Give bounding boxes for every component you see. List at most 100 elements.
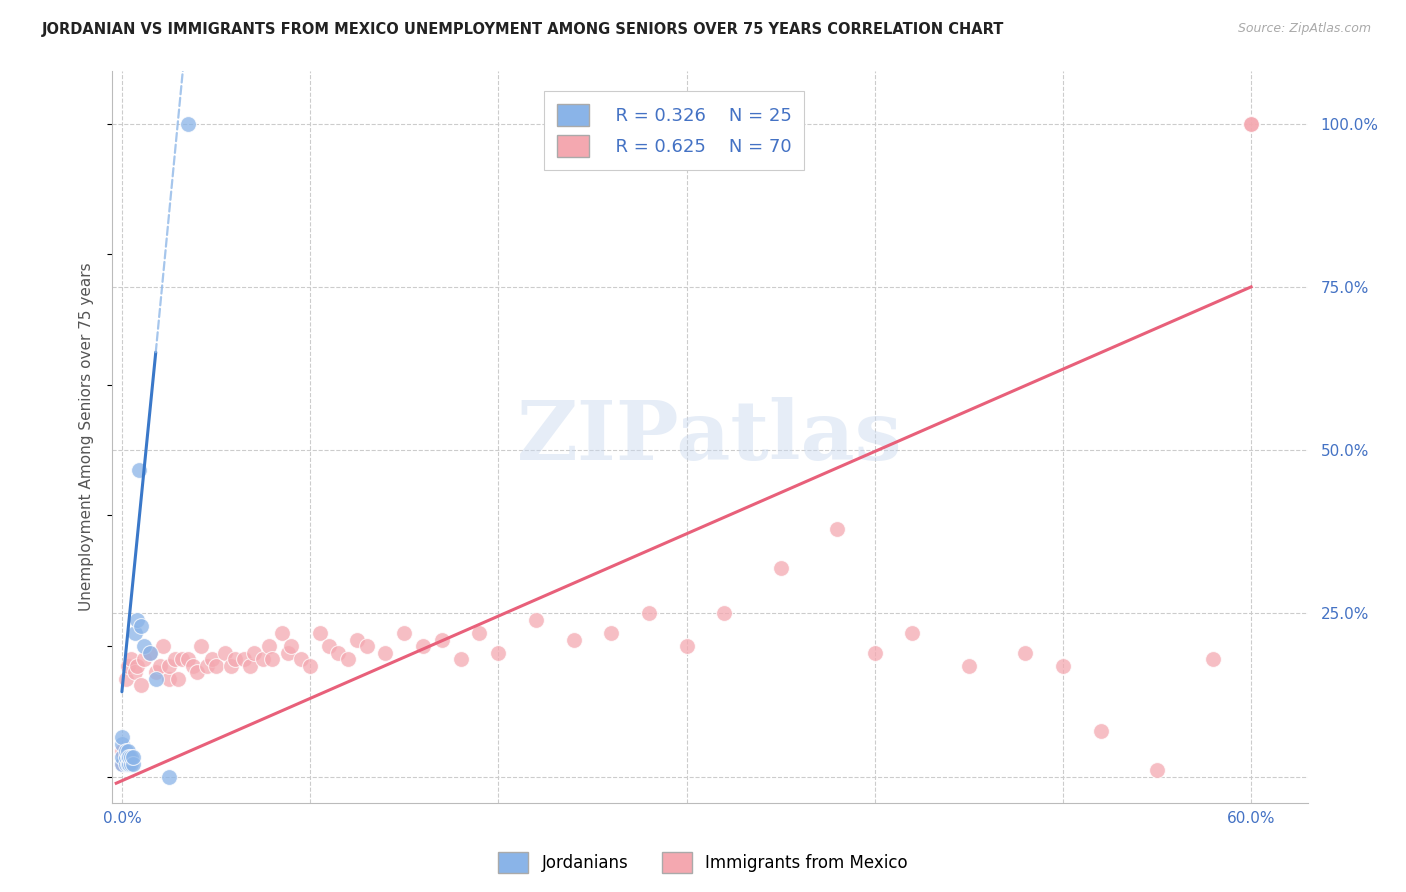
- Point: [201, 652, 224, 666]
- Point: [177, 652, 200, 666]
- Point: [430, 632, 453, 647]
- Point: [195, 658, 218, 673]
- Point: [125, 613, 148, 627]
- Point: [125, 658, 148, 673]
- Point: [129, 678, 152, 692]
- Point: [157, 770, 180, 784]
- Point: [114, 672, 136, 686]
- Point: [1014, 646, 1036, 660]
- Point: [111, 743, 134, 757]
- Point: [139, 646, 162, 660]
- Y-axis label: Unemployment Among Seniors over 75 years: Unemployment Among Seniors over 75 years: [79, 263, 94, 611]
- Point: [1202, 652, 1225, 666]
- Point: [145, 665, 167, 680]
- Point: [239, 658, 262, 673]
- Point: [276, 646, 298, 660]
- Point: [299, 658, 322, 673]
- Point: [242, 646, 264, 660]
- Point: [346, 632, 368, 647]
- Point: [308, 626, 330, 640]
- Point: [468, 626, 491, 640]
- Text: Source: ZipAtlas.com: Source: ZipAtlas.com: [1237, 22, 1371, 36]
- Point: [120, 756, 142, 771]
- Point: [524, 613, 547, 627]
- Point: [152, 639, 174, 653]
- Point: [336, 652, 359, 666]
- Point: [177, 117, 200, 131]
- Point: [167, 672, 190, 686]
- Point: [270, 626, 292, 640]
- Point: [117, 658, 139, 673]
- Point: [118, 756, 141, 771]
- Point: [769, 560, 792, 574]
- Point: [134, 639, 156, 653]
- Point: [117, 750, 139, 764]
- Point: [262, 652, 284, 666]
- Point: [111, 737, 134, 751]
- Point: [190, 639, 212, 653]
- Point: [157, 672, 180, 686]
- Point: [486, 646, 509, 660]
- Point: [111, 756, 134, 771]
- Point: [114, 750, 136, 764]
- Text: JORDANIAN VS IMMIGRANTS FROM MEXICO UNEMPLOYMENT AMONG SENIORS OVER 75 YEARS COR: JORDANIAN VS IMMIGRANTS FROM MEXICO UNEM…: [42, 22, 1004, 37]
- Point: [157, 658, 180, 673]
- Point: [172, 652, 194, 666]
- Point: [139, 646, 162, 660]
- Point: [290, 652, 312, 666]
- Point: [183, 658, 205, 673]
- Point: [374, 646, 396, 660]
- Point: [134, 652, 156, 666]
- Point: [117, 743, 139, 757]
- Point: [257, 639, 280, 653]
- Point: [356, 639, 378, 653]
- Point: [562, 632, 585, 647]
- Point: [111, 750, 134, 764]
- Point: [1090, 723, 1112, 738]
- Point: [1146, 763, 1168, 777]
- Point: [252, 652, 274, 666]
- Point: [637, 607, 659, 621]
- Point: [148, 658, 170, 673]
- Point: [118, 750, 141, 764]
- Point: [111, 756, 134, 771]
- Point: [825, 521, 848, 535]
- Point: [328, 646, 350, 660]
- Point: [450, 652, 472, 666]
- Point: [122, 756, 145, 771]
- Point: [412, 639, 434, 653]
- Point: [675, 639, 697, 653]
- Legend: Jordanians, Immigrants from Mexico: Jordanians, Immigrants from Mexico: [492, 846, 914, 880]
- Point: [318, 639, 340, 653]
- Point: [1052, 658, 1074, 673]
- Point: [713, 607, 735, 621]
- Point: [600, 626, 623, 640]
- Point: [122, 750, 145, 764]
- Point: [280, 639, 302, 653]
- Point: [863, 646, 886, 660]
- Legend:   R = 0.326    N = 25,   R = 0.625    N = 70: R = 0.326 N = 25, R = 0.625 N = 70: [544, 91, 804, 169]
- Point: [124, 626, 146, 640]
- Text: ZIPatlas: ZIPatlas: [517, 397, 903, 477]
- Point: [214, 646, 236, 660]
- Point: [124, 665, 146, 680]
- Point: [186, 665, 208, 680]
- Point: [145, 672, 167, 686]
- Point: [117, 756, 139, 771]
- Point: [114, 743, 136, 757]
- Point: [128, 463, 150, 477]
- Point: [163, 652, 186, 666]
- Point: [392, 626, 415, 640]
- Point: [205, 658, 228, 673]
- Point: [1240, 117, 1263, 131]
- Point: [901, 626, 924, 640]
- Point: [957, 658, 980, 673]
- Point: [129, 619, 152, 633]
- Point: [120, 750, 142, 764]
- Point: [111, 731, 134, 745]
- Point: [114, 756, 136, 771]
- Point: [224, 652, 246, 666]
- Point: [120, 652, 142, 666]
- Point: [1240, 117, 1263, 131]
- Point: [233, 652, 256, 666]
